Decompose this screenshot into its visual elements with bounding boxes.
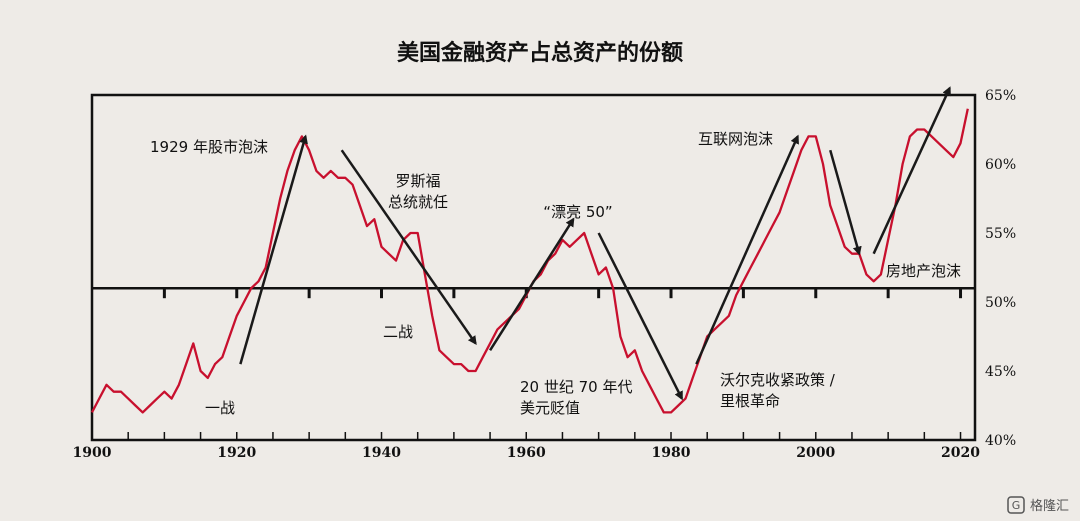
y-tick-labels: 40% 45% 50% 55% 60% 65% xyxy=(985,88,1016,449)
trend-arrow-up-2000s xyxy=(872,86,951,255)
trend-arrow-up-1920s xyxy=(239,134,308,365)
annotation-devaluation: 20 世纪 70 年代美元贬值 xyxy=(520,378,632,417)
x-tick-label: 1980 xyxy=(652,445,691,461)
annotation-dotcom: 互联网泡沫 xyxy=(698,130,773,148)
plot-frame xyxy=(90,93,977,442)
annotation-housing: 房地产泡沫 xyxy=(886,262,961,280)
x-tick-label: 1940 xyxy=(362,445,401,461)
trend-arrow-down-1930s xyxy=(340,149,477,346)
watermark-label: 格隆汇 xyxy=(1030,498,1069,514)
y-tick-label: 45% xyxy=(985,364,1016,380)
x-tick-labels: 1900 1920 1940 1960 1980 2000 2020 xyxy=(73,445,981,461)
trend-arrow-down-2000s xyxy=(829,149,862,256)
y-tick-label: 65% xyxy=(985,88,1016,104)
annotation-bubble-1929: 1929 年股市泡沫 xyxy=(150,138,268,156)
x-tick-label: 1960 xyxy=(507,445,546,461)
x-tick-label: 2000 xyxy=(796,445,835,461)
annotation-volcker: 沃尔克收紧政策 /里根革命 xyxy=(720,371,836,410)
gelonghui-logo-icon xyxy=(1007,496,1025,514)
trend-arrow-down-1970s xyxy=(597,232,683,401)
x-tick-label: 1920 xyxy=(217,445,256,461)
trend-arrows xyxy=(239,86,951,401)
annotation-ww1: 一战 xyxy=(205,399,235,417)
x-tick-marks xyxy=(127,288,963,440)
annotation-ww2: 二战 xyxy=(383,323,413,341)
y-tick-label: 50% xyxy=(985,295,1016,311)
trend-arrow-up-1950s xyxy=(489,217,575,351)
y-tick-label: 55% xyxy=(985,226,1016,242)
watermark: G 格隆汇 xyxy=(1007,496,1069,514)
chart-title: 美国金融资产占总资产的份额 xyxy=(397,40,683,66)
gelonghui-logo-glyph: G xyxy=(1012,499,1021,512)
annotation-nifty-50: “漂亮 50” xyxy=(543,203,612,221)
trend-arrow-up-1980s xyxy=(695,134,799,365)
y-tick-label: 40% xyxy=(985,433,1016,449)
x-tick-label: 1900 xyxy=(73,445,112,461)
x-tick-label: 2020 xyxy=(941,445,980,461)
annotation-roosevelt: 罗斯福总统就任 xyxy=(388,172,448,211)
y-tick-label: 60% xyxy=(985,157,1016,173)
